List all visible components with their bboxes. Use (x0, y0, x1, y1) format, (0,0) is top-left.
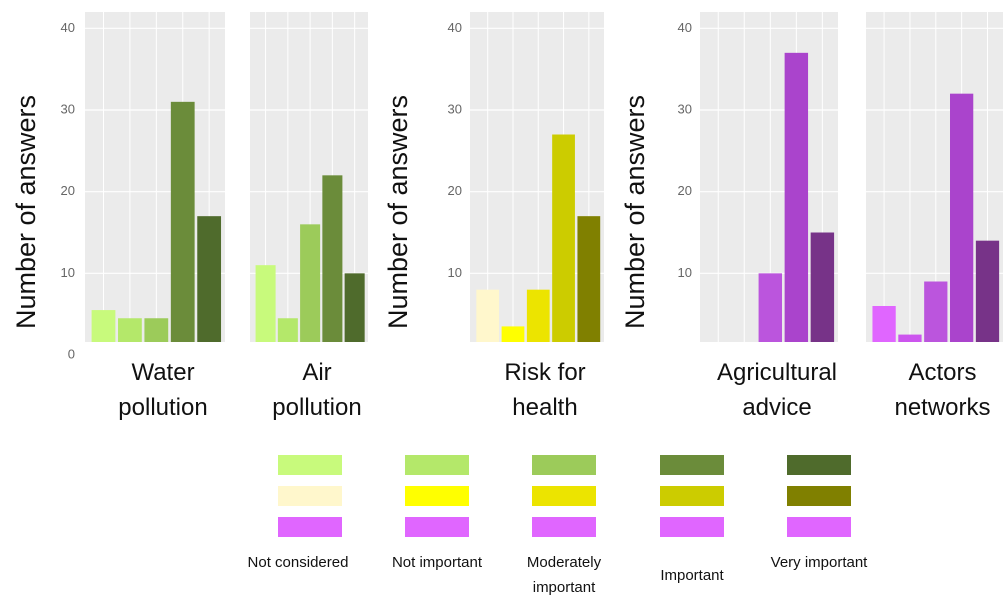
y-tick-label: 40 (678, 20, 692, 35)
legend-label: Not considered (247, 554, 349, 571)
bar (872, 306, 896, 342)
legend-swatch (278, 517, 342, 537)
legend-swatch (532, 486, 596, 506)
legend-swatch (660, 517, 724, 537)
bar (344, 273, 365, 342)
legend-swatch (532, 455, 596, 475)
bar (758, 273, 783, 342)
legend-swatch (532, 517, 596, 537)
y-axis-label: Number of answers (620, 95, 650, 329)
y-tick-label: 40 (448, 20, 462, 35)
legend-swatch (660, 486, 724, 506)
legend-swatch (405, 455, 469, 475)
y-tick-label: 10 (678, 265, 692, 280)
bar (300, 224, 321, 342)
bar (144, 318, 169, 342)
panel-title: Water pollution (118, 359, 208, 421)
legend-swatch (787, 486, 851, 506)
bar (552, 134, 575, 342)
legend-swatch (405, 517, 469, 537)
bar (526, 289, 550, 342)
y-tick-label: 10 (61, 265, 75, 280)
legend-swatch (787, 455, 851, 475)
bar (277, 318, 298, 342)
legend-label: Very important (770, 554, 868, 571)
legend-swatch (787, 517, 851, 537)
legend-swatch (405, 486, 469, 506)
y-tick-label: 20 (61, 183, 75, 198)
legend-label: Moderately important (526, 554, 602, 596)
bar (118, 318, 142, 342)
panel-title: Agricultural advice (716, 359, 838, 421)
bar (255, 265, 276, 342)
y-tick-label: 30 (678, 101, 692, 116)
bar (577, 216, 601, 342)
bar (170, 101, 195, 342)
y-tick-label: 0 (68, 346, 75, 361)
legend-swatch (278, 486, 342, 506)
y-tick-label: 30 (448, 101, 462, 116)
bar (924, 281, 948, 342)
y-tick-label: 40 (61, 20, 75, 35)
panel-title: Air pollution (272, 359, 362, 421)
legend-swatch (278, 455, 342, 475)
y-axis-label: Number of answers (383, 95, 413, 329)
bar (898, 334, 922, 342)
bar (784, 52, 809, 342)
legend-label: Not important (391, 554, 483, 571)
y-tick-label: 30 (61, 101, 75, 116)
bar (975, 240, 1000, 342)
bar (322, 175, 343, 342)
bar (476, 289, 500, 342)
y-tick-label: 20 (448, 183, 462, 198)
bar (197, 216, 222, 342)
bar (810, 232, 835, 342)
bar (950, 93, 974, 343)
legend-swatch (660, 455, 724, 475)
y-axis-label: Number of answers (11, 95, 41, 329)
bar (501, 326, 525, 342)
bar (91, 310, 116, 342)
y-tick-label: 20 (678, 183, 692, 198)
panel-title: Actors networks (894, 359, 991, 421)
y-tick-label: 10 (448, 265, 462, 280)
legend-label: Important (660, 567, 724, 584)
panel-title: Risk for health (504, 359, 586, 421)
